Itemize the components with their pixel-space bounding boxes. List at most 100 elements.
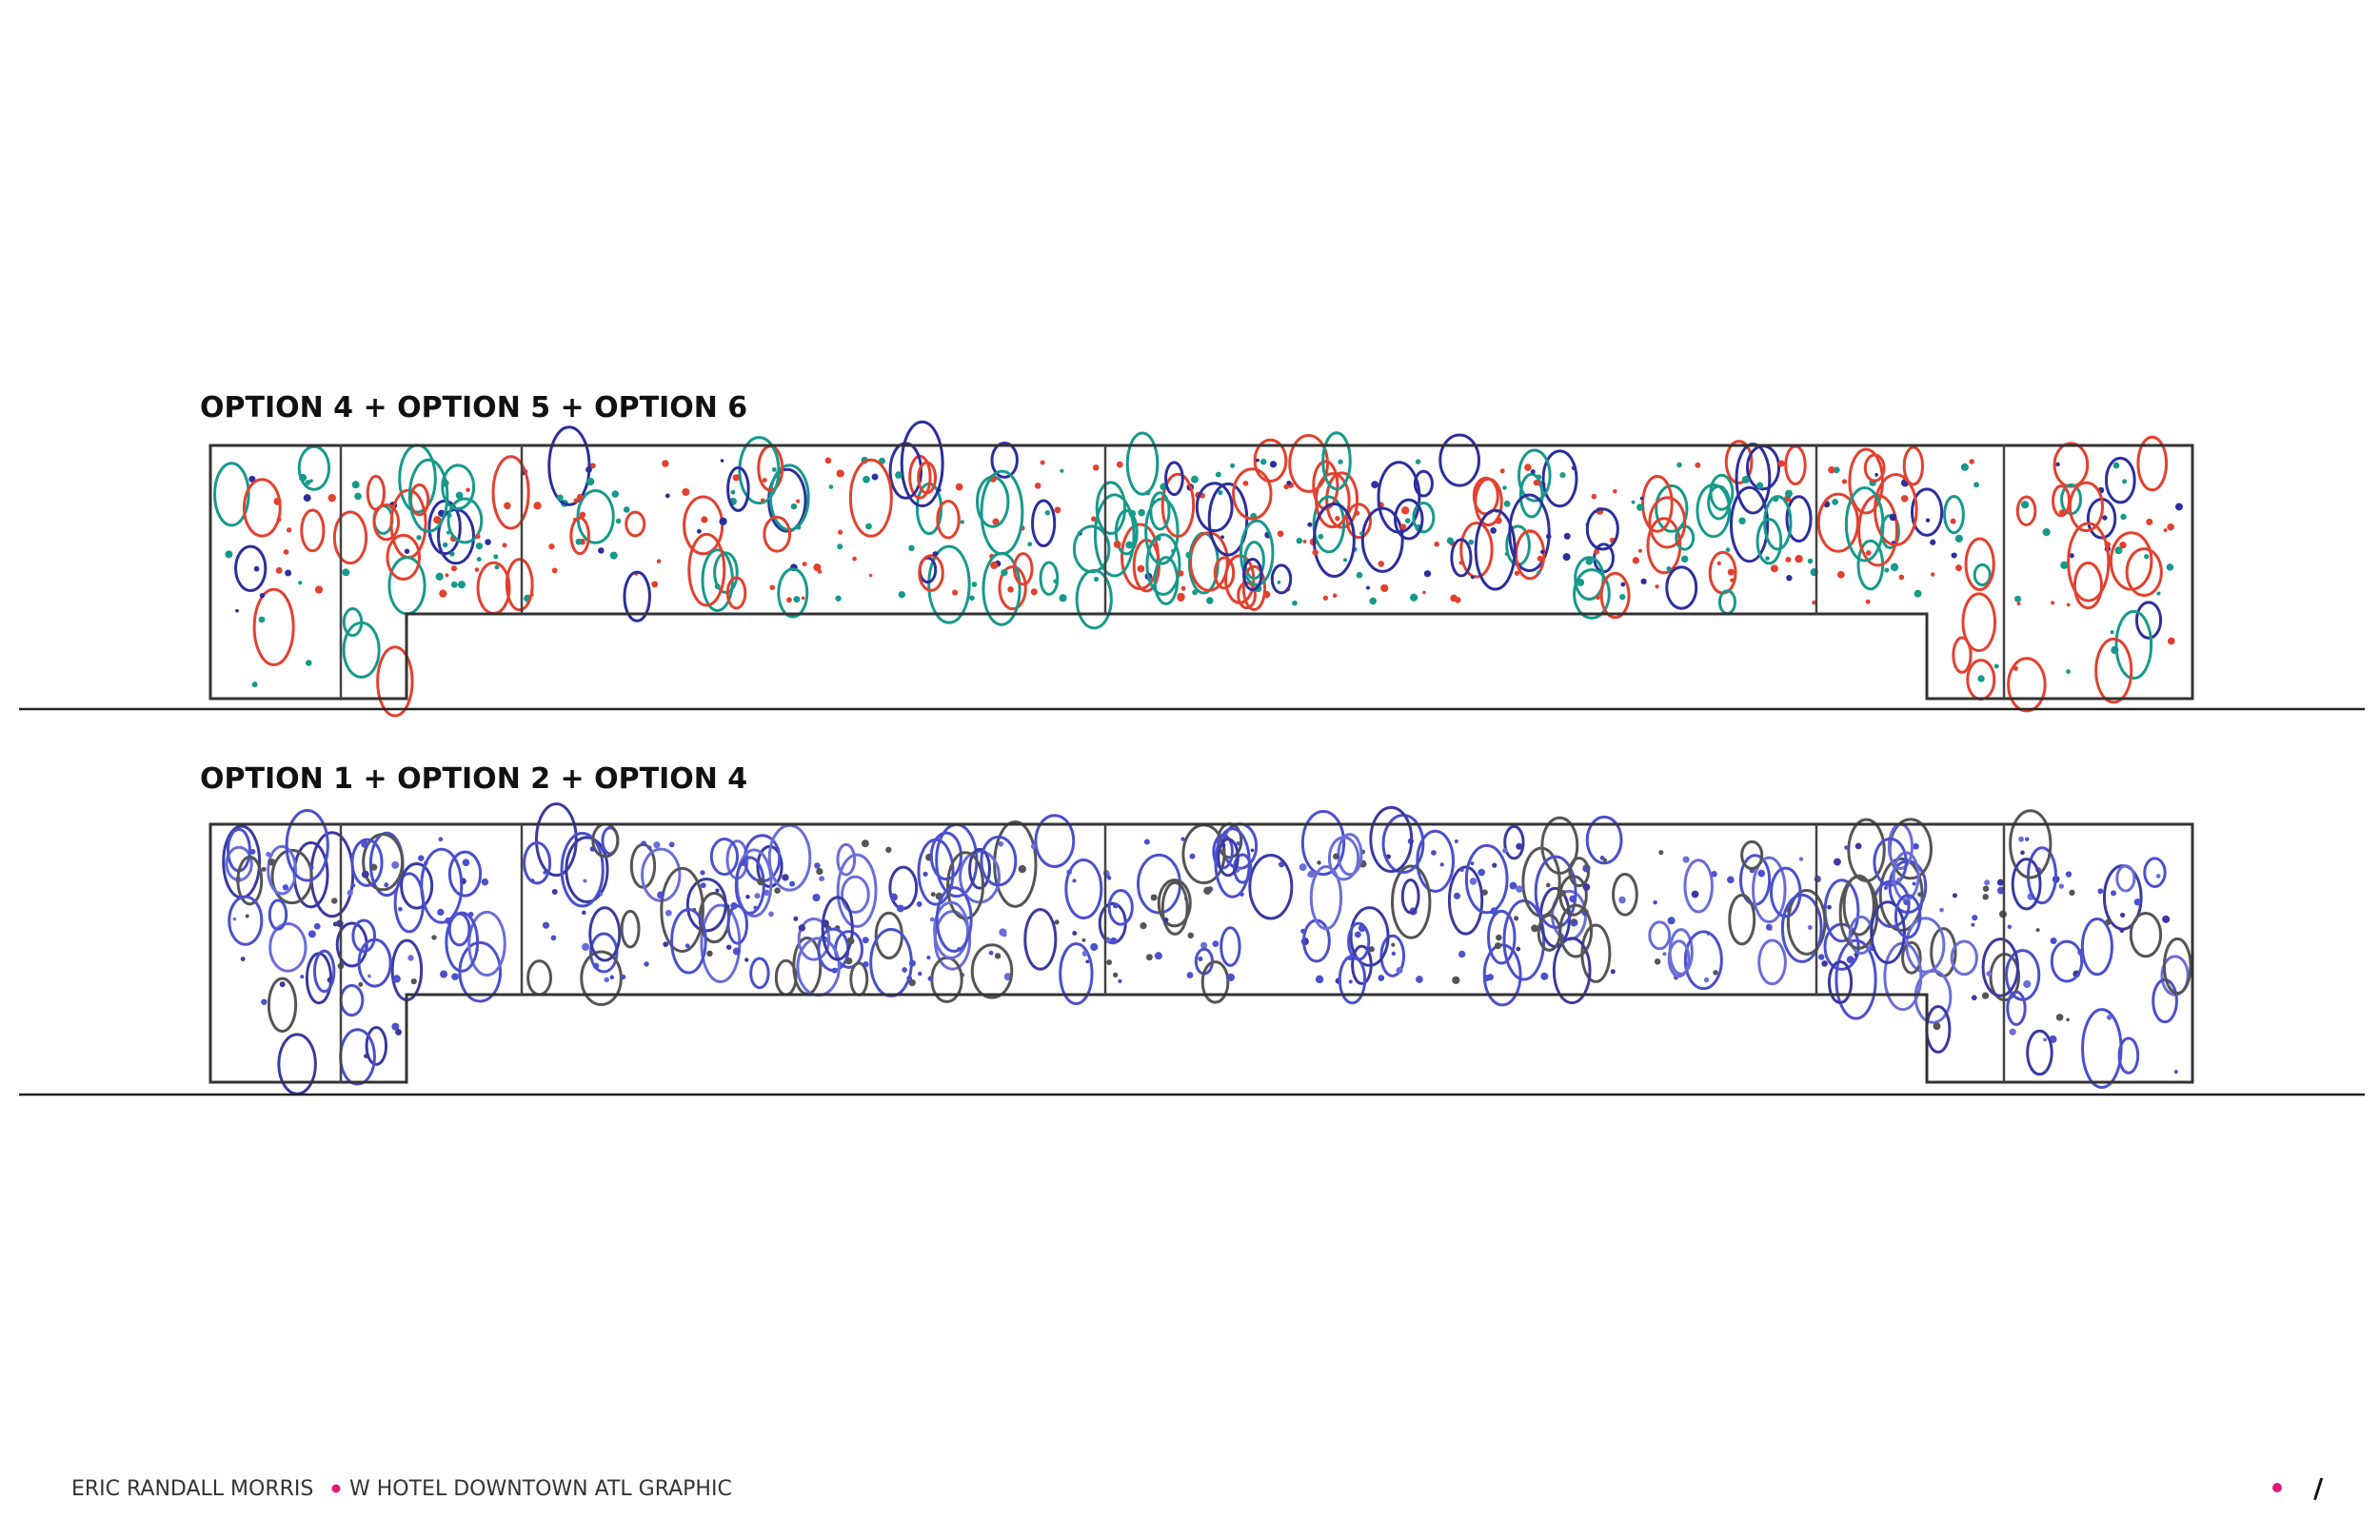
figure-sketch — [1901, 940, 1922, 975]
dot-sketch — [1027, 542, 1033, 547]
dot-sketch — [2055, 1014, 2064, 1021]
figure-sketch — [1508, 493, 1551, 573]
figure-sketch — [569, 516, 590, 556]
figure-sketch — [1160, 472, 1196, 539]
dot-sketch — [1416, 976, 1423, 983]
figure-sketch — [242, 478, 282, 538]
dot-sketch — [391, 1022, 400, 1031]
dot-sketch — [1952, 893, 1957, 898]
figure-sketch — [1464, 843, 1509, 915]
figure-sketch — [1023, 908, 1058, 971]
dot-sketch — [2155, 874, 2161, 879]
figure-sketch — [1973, 563, 1992, 587]
dot-sketch — [2146, 518, 2153, 525]
figure-sketch — [2026, 1029, 2053, 1076]
dot-sketch — [725, 944, 732, 950]
dot-sketch — [437, 908, 445, 917]
dot-sketch — [1655, 584, 1659, 589]
sketches — [19, 420, 2365, 1096]
figure-sketch — [1241, 564, 1267, 611]
dot-sketch — [286, 527, 292, 533]
dot-sketch — [1034, 483, 1041, 489]
figure-sketch — [1345, 503, 1373, 540]
dot-sketch — [1602, 858, 1607, 862]
dot-sketch — [1703, 977, 1710, 983]
dot-sketch — [306, 660, 312, 666]
dot-sketch — [504, 502, 511, 510]
dot-sketch — [2173, 1070, 2178, 1075]
dot-sketch — [1368, 946, 1375, 953]
figure-sketch — [268, 921, 307, 973]
dot-sketch — [927, 976, 933, 981]
dot-sketch — [1827, 904, 1832, 910]
dot-sketch — [2166, 563, 2174, 571]
dot-sketch — [1784, 489, 1793, 498]
dot-sketch — [2066, 1017, 2070, 1022]
dot-sketch — [1212, 940, 1220, 948]
dot-sketch — [828, 484, 834, 489]
dot-sketch — [1112, 902, 1119, 909]
dot-sketch — [2051, 601, 2055, 605]
figure-sketch — [588, 906, 622, 962]
dot-sketch — [1716, 561, 1721, 565]
dot-sketch — [732, 474, 740, 482]
figure-sketch — [2009, 809, 2053, 879]
dot-sketch — [599, 892, 604, 897]
figure-sketch — [777, 567, 809, 619]
dot-sketch — [1631, 500, 1636, 504]
dot-sketch — [1145, 954, 1153, 961]
figure-sketch — [1450, 538, 1473, 578]
figure-sketch — [362, 833, 405, 892]
dot-sketch — [1302, 540, 1307, 543]
dot-sketch — [1190, 475, 1199, 484]
figure-sketch — [848, 458, 893, 538]
figure-sketch — [1827, 959, 1854, 1004]
figure-sketch — [1243, 541, 1265, 581]
figure-sketch — [2080, 917, 2113, 977]
figure-sketch — [1327, 836, 1360, 881]
figure-sketch — [1844, 485, 1885, 563]
dot-sketch — [298, 581, 303, 585]
figure-sketch — [734, 856, 765, 915]
dot-sketch — [1458, 950, 1466, 958]
figure-sketch — [1039, 561, 1060, 596]
figure-sketch — [1961, 592, 1997, 653]
figure-sketch — [447, 912, 471, 947]
wall-frame — [208, 444, 2194, 701]
figure-sketch — [929, 831, 962, 881]
figure-sketch — [927, 544, 971, 624]
figure-sketch — [2073, 562, 2103, 610]
figure-sketch — [1413, 469, 1434, 498]
figure-sketch — [285, 808, 329, 882]
dot-sketch — [865, 523, 872, 530]
dot-sketch — [1299, 863, 1307, 871]
dot-sketch — [1577, 578, 1585, 587]
dot-sketch — [1954, 534, 1963, 543]
dot-sketch — [902, 967, 908, 973]
dot-sketch — [2120, 513, 2127, 521]
figure-sketch — [2129, 911, 2163, 958]
footer-author: ERIC RANDALL MORRIS — [71, 1477, 313, 1501]
figure-sketch — [1242, 557, 1263, 592]
dot-sketch — [1286, 480, 1292, 485]
dot-sketch — [2042, 528, 2051, 537]
dot-sketch — [1283, 484, 1290, 490]
figure-sketch — [709, 838, 740, 877]
dot-sketch — [1180, 585, 1186, 591]
dot-sketch — [1203, 886, 1212, 895]
figure-sketch — [1541, 449, 1578, 508]
figure-sketch — [576, 489, 615, 544]
dot-sketch — [764, 889, 770, 897]
figure-sketch — [300, 508, 326, 553]
dot-sketch — [1613, 488, 1617, 494]
dot-sketch — [1186, 972, 1194, 978]
dot-sketch — [2167, 637, 2175, 645]
figure-sketch — [505, 558, 534, 612]
dot-sketch — [1833, 858, 1841, 866]
dot-sketch — [1540, 972, 1549, 980]
dot-sketch — [745, 894, 750, 899]
figure-sketch — [917, 838, 955, 906]
dot-sketch — [1343, 558, 1348, 563]
figure-sketch — [670, 908, 707, 975]
